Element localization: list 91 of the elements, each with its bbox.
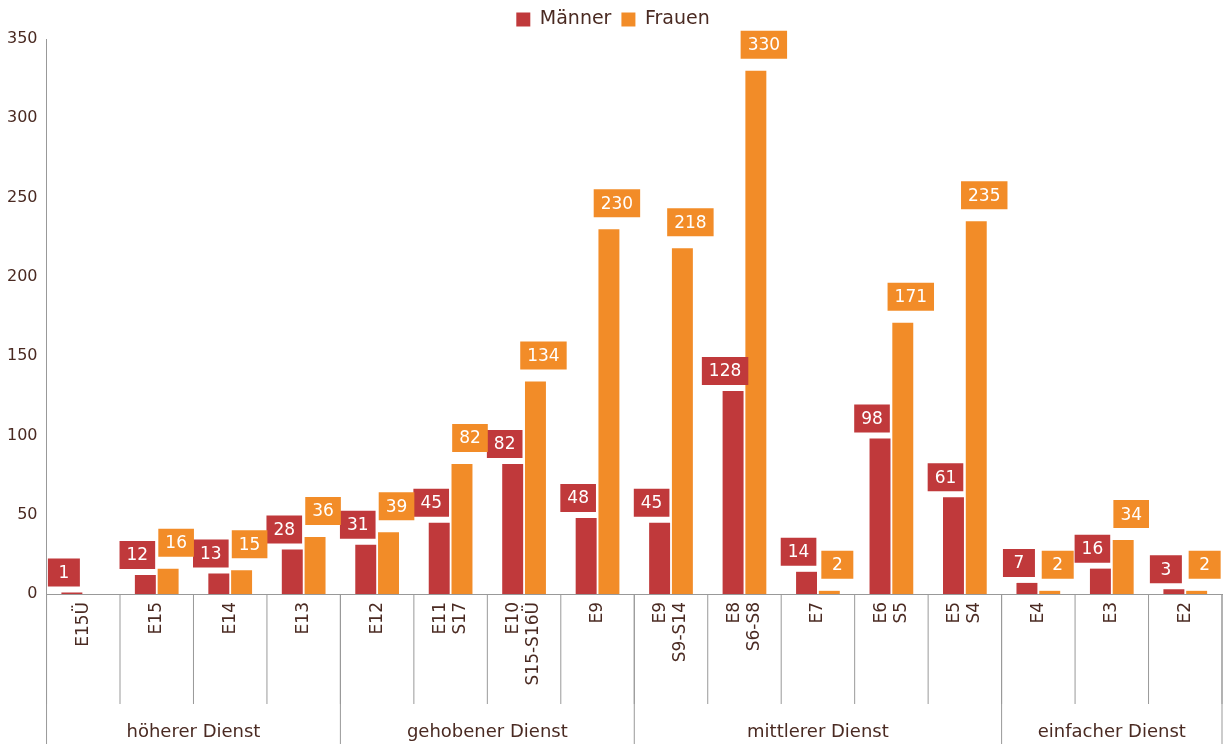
bar: [1039, 590, 1061, 594]
bar: [722, 391, 744, 594]
x-tick-label: E14: [218, 602, 239, 635]
x-tick-label: E12: [365, 602, 386, 635]
data-label: 330: [747, 34, 781, 55]
text: höherer Dienst: [126, 719, 261, 741]
data-label: 2: [1052, 554, 1064, 575]
bar: [208, 573, 230, 594]
data-label: 12: [126, 544, 149, 565]
data-label: 230: [600, 192, 634, 213]
data-label: 45: [420, 492, 443, 513]
bar: [134, 574, 156, 594]
x-tick-label: E9 S9-S14: [649, 602, 690, 663]
y-tick-label: 150: [6, 345, 38, 365]
x-tick-label: E3: [1100, 602, 1121, 624]
legend-label: Männer: [539, 6, 612, 29]
x-tick-label: E6 S5: [869, 602, 910, 624]
x-tick-label: E4: [1026, 602, 1047, 624]
x-tick-label: E10 S15-S16Ü: [502, 602, 543, 686]
bar: [649, 522, 671, 594]
bar: [502, 463, 524, 594]
data-label: 39: [385, 495, 408, 516]
data-label: 13: [200, 542, 222, 563]
data-label: 16: [1081, 538, 1104, 559]
bar: [231, 570, 253, 594]
data-label: 36: [312, 500, 334, 521]
bar: [869, 438, 891, 594]
data-label: 15: [238, 533, 261, 554]
x-tick-label: E5 S4: [943, 602, 984, 624]
x-tick-label: E9: [585, 602, 606, 624]
y-tick-label: 300: [6, 107, 38, 127]
data-label: 61: [934, 466, 957, 487]
data-label: 16: [165, 532, 187, 553]
x-tick-label: E2: [1173, 602, 1194, 624]
bar: [281, 549, 303, 594]
bar: [1163, 589, 1185, 594]
bar: [157, 568, 179, 594]
y-tick-label: 100: [6, 424, 38, 444]
data-label: 235: [968, 184, 1001, 205]
data-label: 98: [861, 408, 883, 429]
x-tick-label: E8 S6-S8: [722, 602, 763, 652]
bar: [796, 571, 818, 594]
y-tick-label: 50: [17, 503, 38, 523]
bar: [1016, 582, 1038, 594]
data-label: 2: [831, 554, 843, 575]
text: mittlerer Dienst: [747, 719, 889, 741]
data-label: 28: [273, 519, 296, 540]
data-label: 31: [346, 514, 369, 535]
text: gehobener Dienst: [406, 719, 568, 741]
data-label: 1: [58, 561, 70, 582]
x-tick-label: E11 S17: [429, 602, 470, 635]
bar: [1186, 590, 1208, 594]
bar: [598, 229, 620, 594]
bar: [1089, 568, 1111, 594]
data-label: 82: [493, 433, 516, 454]
data-label: 3: [1160, 558, 1172, 579]
data-label: 45: [640, 492, 663, 513]
bar: [428, 522, 450, 594]
bar: [745, 70, 767, 594]
bar: [943, 497, 964, 594]
bar: [524, 381, 546, 594]
bar: [818, 590, 840, 594]
x-tick-label: E13: [292, 602, 313, 635]
y-tick-label: 350: [6, 28, 38, 48]
bar: [965, 221, 987, 594]
data-label: 171: [894, 286, 928, 307]
data-label: 82: [459, 427, 481, 448]
bar: [451, 463, 473, 594]
x-tick-label: E15Ü: [70, 602, 92, 647]
data-label: 2: [1199, 554, 1211, 575]
data-label: 48: [567, 487, 589, 508]
data-label: 14: [787, 541, 810, 562]
data-label: 7: [1013, 552, 1025, 573]
text: einfacher Dienst: [1037, 719, 1186, 741]
data-label: 34: [1120, 503, 1143, 524]
x-tick-label: E7: [806, 602, 827, 624]
data-label: 128: [708, 360, 742, 381]
bar: [671, 248, 693, 594]
bar: [1112, 540, 1134, 594]
data-label: 218: [674, 211, 707, 232]
x-tick-label: E15: [145, 602, 166, 635]
bar: [304, 536, 326, 594]
y-tick-label: 200: [6, 266, 38, 286]
bar: [378, 532, 399, 594]
bar: [892, 322, 914, 594]
bar: [355, 544, 377, 594]
y-tick-label: 250: [6, 186, 38, 206]
y-tick-label: 0: [27, 583, 38, 603]
bar: [575, 517, 597, 594]
data-label: 134: [527, 344, 560, 365]
legend-label: Frauen: [644, 6, 710, 29]
